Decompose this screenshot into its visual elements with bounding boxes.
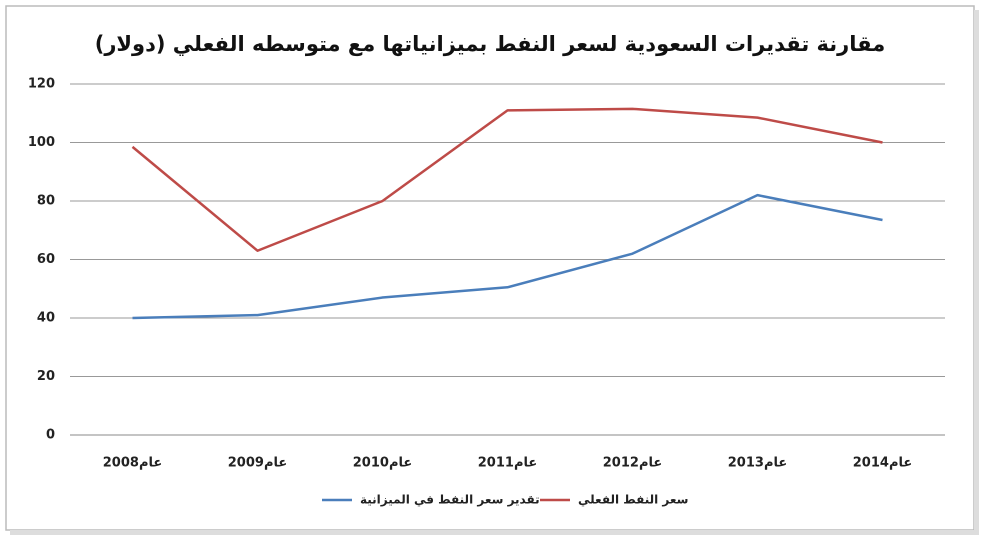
- y-tick-label: 100: [28, 135, 55, 150]
- x-tick-label: عام2013: [728, 456, 787, 471]
- x-tick-label: عام2009: [228, 456, 287, 471]
- x-tick-label: عام2014: [853, 456, 912, 471]
- y-tick-label: 120: [28, 77, 55, 92]
- data-line: [132, 193, 883, 320]
- legend-label: تقدير سعر النفط في الميزانية: [360, 493, 540, 507]
- chart-frame: [5, 5, 975, 531]
- y-tick-label: 0: [46, 428, 55, 443]
- data-line: [131, 107, 883, 252]
- frame-shadow: [10, 530, 979, 535]
- y-tick-label: 20: [37, 369, 55, 384]
- chart-title: مقارنة تقديرات السعودية لسعر النفط بميزا…: [95, 32, 886, 56]
- frame-shadow: [974, 10, 979, 534]
- x-tick-label: عام2012: [603, 456, 662, 471]
- x-tick-label: عام2011: [478, 456, 537, 471]
- y-tick-label: 80: [37, 194, 55, 209]
- x-tick-label: عام2008: [103, 456, 162, 471]
- x-tick-label: عام2010: [353, 456, 412, 471]
- y-tick-label: 40: [37, 311, 55, 326]
- y-tick-label: 60: [37, 252, 55, 267]
- legend-label: سعر النفط الفعلي: [578, 493, 688, 507]
